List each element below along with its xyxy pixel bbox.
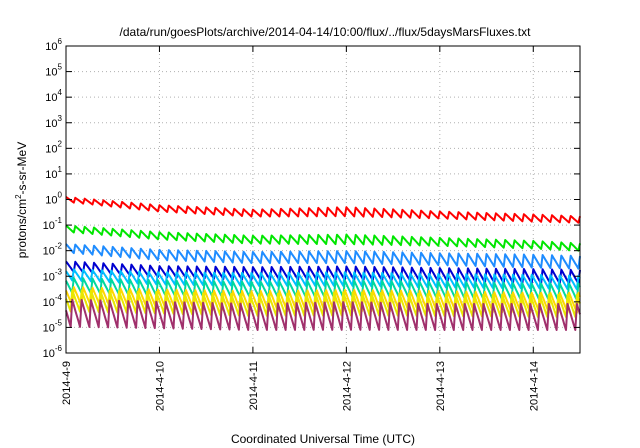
- series-line-9: [65, 298, 581, 331]
- y-tick-label: 10-2: [43, 242, 63, 258]
- series-group: [65, 196, 581, 331]
- y-tick-label: 10-5: [43, 318, 63, 334]
- y-tick-label: 10-6: [43, 344, 63, 360]
- x-tick-label: 2014-4-11: [248, 361, 260, 410]
- chart-title: /data/run/goesPlots/archive/2014-04-14/1…: [120, 25, 532, 39]
- y-tick-label: 104: [45, 88, 62, 104]
- y-tick-label: 105: [45, 63, 62, 79]
- x-axis-label: Coordinated Universal Time (UTC): [231, 432, 415, 446]
- y-tick-label: 106: [45, 37, 62, 53]
- series-line-1: [65, 196, 581, 224]
- x-tick-label: 2014-4-9: [61, 361, 73, 405]
- x-tick-label: 2014-4-14: [528, 361, 540, 411]
- y-axis-label: protons/cm2-s-sr-MeV: [14, 142, 29, 258]
- y-tick-label: 102: [45, 139, 62, 155]
- x-tick-label: 2014-4-12: [341, 361, 353, 411]
- y-tick-label: 10-1: [43, 216, 63, 232]
- y-tick-label: 100: [45, 191, 62, 207]
- series-line-3: [65, 243, 581, 270]
- series-line-2: [65, 224, 581, 252]
- y-tick-label: 101: [45, 165, 62, 181]
- series-line-6: [65, 277, 581, 302]
- y-tick-label: 10-3: [43, 267, 63, 283]
- axes: 10-6 10-5 10-4 10-3 10-2 10-1 100 101 102 103 104 1…: [43, 37, 580, 411]
- y-tick-label: 103: [45, 114, 62, 130]
- x-tick-label: 2014-4-13: [435, 361, 447, 411]
- series-line-5: [65, 268, 581, 291]
- plot-frame: [65, 45, 581, 354]
- x-tick-label: 2014-4-10: [154, 361, 166, 411]
- y-tick-label: 10-4: [43, 293, 63, 309]
